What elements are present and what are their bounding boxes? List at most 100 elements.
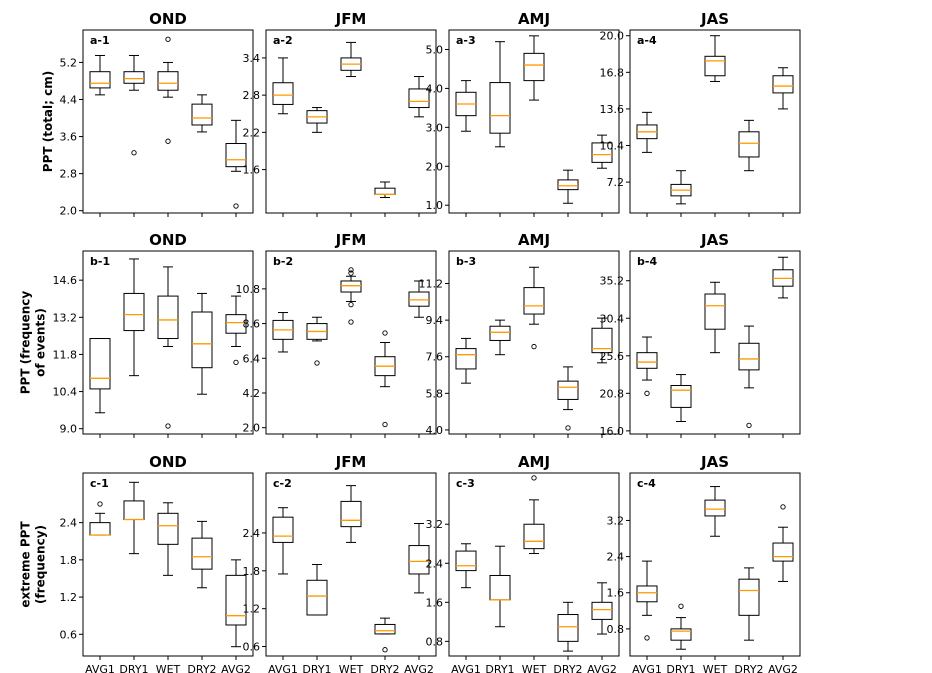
x-tick-label: WET (339, 663, 364, 673)
y-tick-label: 2.8 (243, 89, 261, 102)
y-tick-label: 0.6 (243, 641, 261, 654)
panel-title: JAS (700, 10, 729, 28)
panel-title: AMJ (518, 10, 550, 28)
flier-point (644, 635, 650, 641)
x-tick-label: AVG1 (268, 663, 298, 673)
flier-point (348, 267, 354, 273)
iqr-box (306, 579, 328, 616)
iqr-box (455, 348, 477, 370)
iqr-box (374, 187, 396, 195)
panel-label: a-4 (637, 34, 657, 47)
flier-point (233, 203, 239, 209)
box-DRY1 (123, 54, 145, 156)
panel-b-1: OND b-1 9.0 10.4 11.8 13.2 14.6 (53, 231, 254, 438)
panel-a-1: OND a-1 2.0 2.8 3.6 4.4 5.2 (60, 10, 254, 218)
x-tick-label: AVG2 (404, 663, 434, 673)
iqr-box (225, 574, 247, 626)
flier-point (131, 150, 137, 156)
flier-point (314, 360, 320, 366)
panel-label: a-2 (273, 34, 293, 47)
flier-point (348, 301, 354, 308)
panel-b-2: JFM b-2 2.0 4.2 6.4 8.6 10.8 (236, 231, 437, 438)
x-tick-label: AVG1 (632, 663, 662, 673)
y-tick-label: 11.2 (419, 278, 444, 291)
iqr-box (89, 338, 111, 390)
y-tick-label: 3.6 (60, 131, 78, 144)
x-tick-label: DRY1 (666, 663, 695, 673)
box-DRY2 (191, 292, 213, 395)
iqr-box (772, 75, 794, 94)
panel-label: a-3 (456, 34, 476, 47)
flier-point (382, 421, 388, 428)
y-tick-label: 3.2 (607, 514, 625, 527)
box-WET (340, 485, 362, 543)
iqr-box (272, 82, 294, 105)
y-tick-label: 13.6 (600, 103, 625, 116)
x-tick-label: WET (156, 663, 181, 673)
y-tick-label: 2.4 (607, 551, 625, 564)
y-tick-label: 2.0 (60, 205, 78, 218)
y-tick-label: 16.0 (600, 425, 625, 438)
panel-a-2: JFM a-2 1.6 2.2 2.8 3.4 (243, 10, 437, 217)
y-tick-label: 16.8 (600, 66, 625, 79)
panel-label: c-4 (637, 477, 656, 490)
y-tick-label: 1.2 (60, 591, 78, 604)
box-DRY2 (374, 330, 396, 428)
y-tick-label: 1.8 (60, 554, 78, 567)
panel-title: OND (149, 10, 187, 28)
box-WET (157, 502, 179, 576)
x-tick-label: AVG2 (768, 663, 798, 673)
box-AVG1 (89, 338, 111, 414)
iqr-box (738, 578, 760, 616)
iqr-box (772, 542, 794, 562)
y-tick-label: 2.0 (426, 160, 444, 173)
box-DRY2 (191, 520, 213, 589)
iqr-box (408, 88, 430, 109)
x-tick-label: DRY2 (370, 663, 399, 673)
flier-point (382, 647, 388, 653)
x-tick-label: DRY1 (485, 663, 514, 673)
iqr-box (408, 545, 430, 575)
iqr-box (591, 601, 613, 620)
flier-point (565, 425, 571, 431)
box-WET (704, 281, 726, 354)
iqr-box (557, 179, 579, 191)
y-tick-label: 5.2 (60, 56, 78, 69)
box-AVG2 (591, 317, 613, 364)
iqr-box (340, 500, 362, 528)
box-AVG2 (591, 134, 613, 169)
y-tick-label: 3.4 (243, 52, 261, 65)
panel-label: c-2 (273, 477, 292, 490)
iqr-box (636, 585, 658, 603)
x-tick-label: WET (522, 663, 547, 673)
y-tick-label: 5.8 (426, 387, 444, 400)
box-AVG2 (772, 67, 794, 110)
iqr-box (523, 52, 545, 82)
iqr-box (191, 103, 213, 126)
y-tick-label: 35.2 (600, 275, 625, 288)
row-ylabel: extreme PPT (frequency) (19, 521, 48, 608)
panel-c-3: AMJ c-3 0.8 1.6 2.4 3.2 AVG1 DRY1 WET DRY2 AVG2 (426, 453, 620, 673)
y-tick-label: 25.6 (600, 350, 625, 363)
iqr-box (670, 385, 692, 408)
iqr-box (523, 523, 545, 550)
y-tick-label: 30.4 (600, 312, 625, 325)
y-tick-label: 9.4 (426, 314, 444, 327)
iqr-box (591, 327, 613, 354)
box-WET (340, 41, 362, 78)
iqr-box (340, 280, 362, 293)
x-tick-label: AVG1 (451, 663, 481, 673)
iqr-box (191, 537, 213, 570)
panel-label: c-1 (90, 477, 109, 490)
y-tick-label: 4.2 (243, 387, 261, 400)
box-WET (523, 35, 545, 101)
panel-b-4: JAS b-4 16.0 20.8 25.6 30.4 35.2 (600, 231, 801, 438)
flier-point (165, 423, 171, 429)
panel-title: AMJ (518, 231, 550, 249)
box-DRY1 (306, 564, 328, 616)
box-WET (157, 266, 179, 429)
box-DRY1 (489, 41, 511, 148)
panel-c-1: OND c-1 0.6 1.2 1.8 2.4 AVG1 DRY1 WET DRY2 AVG2 (60, 453, 254, 673)
box-AVG2 (408, 76, 430, 118)
flier-point (678, 603, 684, 609)
